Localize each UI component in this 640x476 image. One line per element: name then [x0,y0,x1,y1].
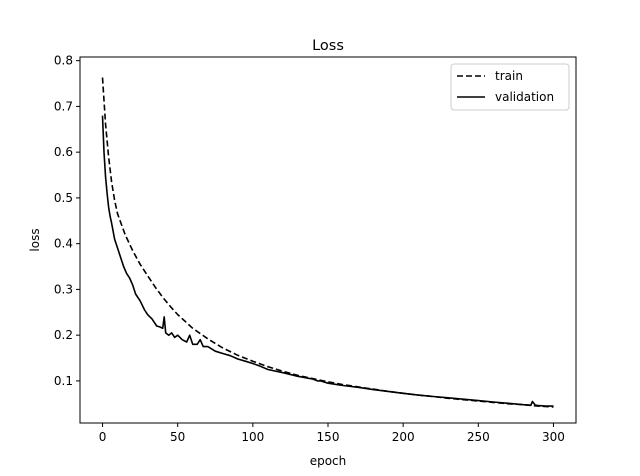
x-tick-label: 0 [99,430,107,444]
y-tick-label: 0.3 [54,282,73,296]
series-validation-line [101,115,554,407]
y-tick-label: 0.1 [54,374,73,388]
x-tick-label: 150 [317,430,340,444]
y-tick-label: 0.7 [54,99,73,113]
x-axis-ticks: 0 50 100 150 200 250 300 [99,423,565,444]
y-axis-label: loss [28,228,42,251]
x-tick-label: 50 [170,430,185,444]
series-layer [101,77,554,408]
x-tick-label: 300 [542,430,565,444]
y-tick-label: 0.6 [54,145,73,159]
y-tick-label: 0.2 [54,328,73,342]
y-tick-label: 0.4 [54,237,73,251]
y-tick-label: 0.5 [54,191,73,205]
x-axis-label: epoch [310,454,347,468]
x-tick-label: 200 [392,430,415,444]
legend: train validation [450,63,570,111]
x-tick-label: 250 [467,430,490,444]
y-tick-label: 0.8 [54,54,73,68]
legend-label-validation: validation [495,90,554,104]
legend-label-train: train [495,69,523,83]
chart-title: Loss [312,38,344,54]
y-axis-ticks: 0.1 0.2 0.3 0.4 0.5 0.6 0.7 0.8 [54,54,80,388]
x-tick-label: 100 [241,430,264,444]
